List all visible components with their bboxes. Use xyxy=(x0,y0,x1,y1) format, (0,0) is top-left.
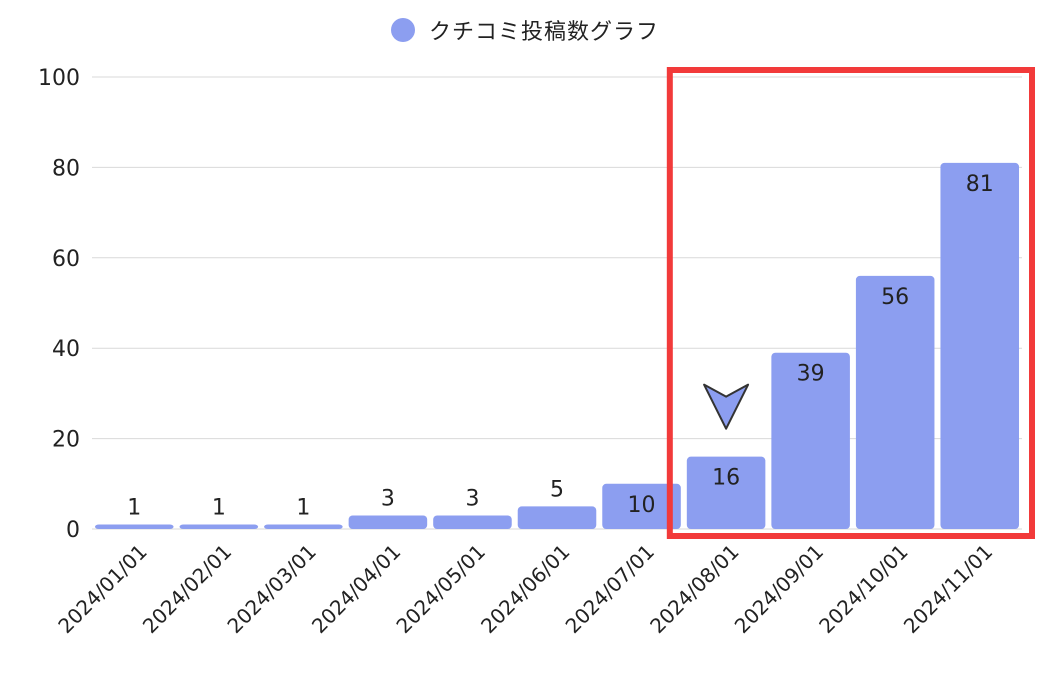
bar xyxy=(771,352,850,529)
data-label: 16 xyxy=(712,466,740,491)
y-tick-label: 60 xyxy=(52,247,80,272)
bar xyxy=(517,506,597,529)
data-label: 3 xyxy=(465,486,479,511)
x-tick-label: 2024/07/01 xyxy=(561,540,659,638)
x-tick-label: 2024/10/01 xyxy=(814,540,912,638)
chart-legend: クチコミ投稿数グラフ xyxy=(0,14,1050,46)
down-arrow-icon xyxy=(703,383,750,430)
bar xyxy=(264,524,343,529)
bar xyxy=(940,162,1019,529)
data-label: 81 xyxy=(966,172,994,197)
bar xyxy=(348,515,428,529)
legend-swatch xyxy=(390,18,415,42)
data-label: 1 xyxy=(296,495,310,520)
bar xyxy=(602,483,681,529)
x-tick-label: 2024/03/01 xyxy=(222,540,320,638)
y-tick-label: 80 xyxy=(52,156,80,181)
y-tick-label: 40 xyxy=(52,337,80,362)
data-label: 56 xyxy=(881,285,909,310)
y-tick-label: 100 xyxy=(38,66,80,91)
data-label: 1 xyxy=(212,495,226,520)
x-tick-label: 2024/01/01 xyxy=(53,540,151,638)
data-label: 3 xyxy=(381,486,395,511)
bar xyxy=(179,524,259,529)
data-label: 39 xyxy=(797,362,825,387)
data-label: 10 xyxy=(628,493,656,518)
bar xyxy=(433,515,512,529)
x-tick-label: 2024/05/01 xyxy=(392,540,490,638)
bar xyxy=(855,275,935,529)
x-tick-label: 2024/08/01 xyxy=(645,540,743,638)
x-tick-label: 2024/02/01 xyxy=(138,540,236,638)
data-label: 5 xyxy=(550,477,564,502)
x-tick-label: 2024/06/01 xyxy=(476,540,574,638)
x-tick-label: 2024/04/01 xyxy=(307,540,405,638)
y-tick-label: 0 xyxy=(66,518,80,543)
data-label: 1 xyxy=(127,495,141,520)
bar xyxy=(686,456,766,529)
highlight-box xyxy=(666,67,1035,539)
x-tick-label: 2024/09/01 xyxy=(730,540,828,638)
bar xyxy=(95,524,174,529)
legend-label: クチコミ投稿数グラフ xyxy=(428,20,659,45)
y-tick-label: 20 xyxy=(52,428,80,453)
x-tick-label: 2024/11/01 xyxy=(899,540,997,638)
